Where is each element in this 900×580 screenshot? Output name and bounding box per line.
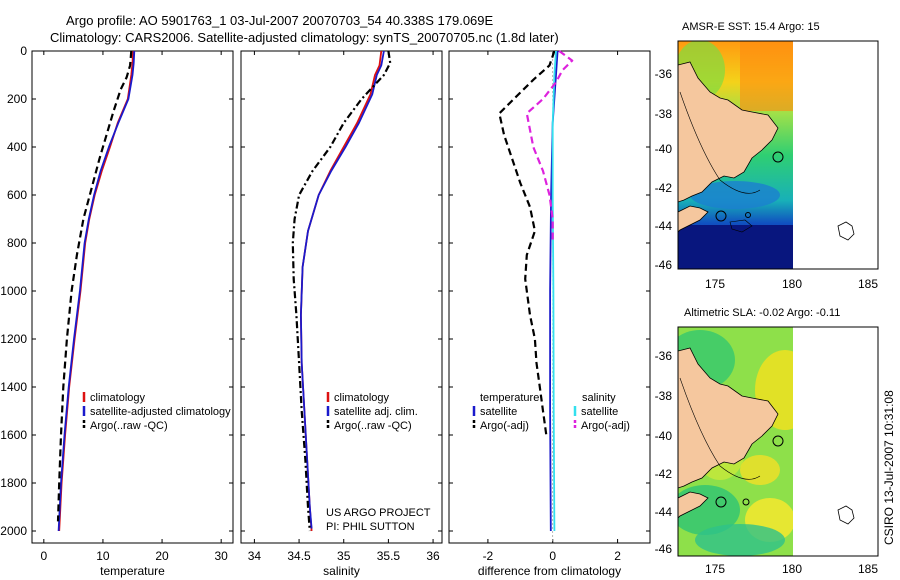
difference-series-line [525, 50, 574, 243]
sst-map-title: AMSR-E SST: 15.4 Argo: 15 [682, 21, 820, 33]
temperature-xtick-label: 10 [96, 549, 110, 563]
temperature-xtick-label: 0 [40, 549, 47, 563]
sst-lon-ticks: 175 180 185 [705, 277, 878, 291]
chatham-islands [837, 221, 855, 241]
temperature-legend-label: climatology [90, 392, 146, 404]
sst-lon-tick: 180 [782, 277, 802, 291]
temperature-legend-label: Argo(..raw -QC) [90, 420, 168, 432]
sla-map-title: Altimetric SLA: -0.02 Argo: -0.11 [684, 307, 840, 319]
sla-lon-ticks: 175 180 185 [705, 562, 878, 576]
sla-lat-tick: -40 [655, 429, 673, 443]
profile-charts: 0 10 20 30020040060080010001200140016001800… [0, 44, 651, 578]
difference-legend-label: satellite [480, 406, 517, 418]
sst-lon-tick: 185 [858, 277, 878, 291]
salinity-xtick-label: 36 [426, 549, 440, 563]
sla-lon-tick: 185 [858, 562, 878, 576]
sla-lat-ticks: -36 -38 -40 -42 -44 -46 [655, 349, 673, 556]
salinity-annotation: PI: PHIL SUTTON [326, 521, 415, 533]
north-island-land [678, 61, 779, 203]
sla-lat-tick: -42 [655, 467, 673, 481]
temperature-ytick-label: 400 [7, 140, 27, 154]
sst-lat-tick: -42 [655, 181, 673, 195]
difference-legend-label: Argo(-adj) [581, 420, 630, 432]
temperature-ytick-label: 0 [20, 44, 27, 58]
sst-lat-tick: -44 [655, 219, 673, 233]
temperature-ytick-label: 1600 [0, 428, 27, 442]
temperature-series-line [56, 50, 133, 522]
sst-lon-tick: 175 [705, 277, 725, 291]
salinity-legend-label: satellite adj. clim. [334, 406, 418, 418]
sst-lat-tick: -36 [655, 67, 673, 81]
sla-lon-tick: 180 [782, 562, 802, 576]
sla-lat-tick: -44 [655, 505, 673, 519]
salinity-series-line [299, 50, 383, 532]
temperature-legend-label: satellite-adjusted climatology [90, 406, 231, 418]
sst-map: AMSR-E SST: 15.4 Argo: 15 -36 -38 -40 -4… [655, 21, 879, 291]
sla-lat-tick: -46 [655, 542, 673, 556]
temperature-ytick-label: 1000 [0, 284, 27, 298]
sla-map-frame [677, 326, 879, 557]
temperature-ytick-label: 2000 [0, 524, 27, 538]
north-island-land-sla [678, 347, 779, 489]
figure-title-line2: Climatology: CARS2006. Satellite-adjuste… [50, 30, 559, 45]
sla-lon-tick: 175 [705, 562, 725, 576]
difference-axes-frame [448, 50, 651, 544]
south-island-land [678, 205, 709, 233]
temperature-ytick-label: 600 [7, 188, 27, 202]
salinity-xtick-label: 35.5 [377, 549, 401, 563]
salinity-xtick-label: 34.5 [287, 549, 311, 563]
temperature-series-line [58, 50, 134, 532]
temperature-ytick-label: 1200 [0, 332, 27, 346]
argo-position-marker [772, 435, 784, 447]
difference-xlabel: difference from climatology [478, 564, 621, 578]
difference-legend-label: Argo(-adj) [480, 420, 529, 432]
temperature-xtick-label: 20 [155, 549, 169, 563]
sla-lat-tick: -36 [655, 349, 673, 363]
sst-lat-tick: -46 [655, 258, 673, 272]
difference-xtick-label: -2 [483, 549, 494, 563]
temperature-series-line [57, 50, 136, 532]
salinity-xtick-label: 34 [248, 549, 262, 563]
salinity-panel: 34 34.5 35 35.5 36 salinity climatology satelli… [240, 50, 443, 578]
sst-map-frame [677, 40, 879, 270]
temperature-xtick-label: 30 [214, 549, 228, 563]
difference-legend-title: temperature [480, 392, 539, 404]
difference-xtick-label: 2 [614, 549, 621, 563]
timestamp-stamp: CSIRO 13-Jul-2007 10:31:08 [882, 390, 896, 545]
salinity-legend-label: Argo(..raw -QC) [334, 420, 412, 432]
temperature-xlabel: temperature [100, 564, 165, 578]
sst-lat-ticks: -36 -38 -40 -42 -44 -46 [655, 67, 673, 272]
difference-xtick-label: 0 [549, 549, 556, 563]
temperature-ytick-label: 800 [7, 236, 27, 250]
difference-series-line [498, 50, 556, 436]
salinity-xtick-label: 35 [337, 549, 351, 563]
temperature-ytick-label: 1400 [0, 380, 27, 394]
salinity-series-line [299, 50, 385, 529]
sla-lat-tick: -38 [655, 389, 673, 403]
difference-legend-label: satellite [581, 406, 618, 418]
salinity-xlabel: salinity [323, 564, 360, 578]
figure-title-line1: Argo profile: AO 5901763_1 03-Jul-2007 2… [66, 13, 494, 28]
salinity-legend-label: climatology [334, 392, 390, 404]
salinity-series-line [291, 50, 392, 532]
difference-series-line [551, 50, 557, 532]
argo-position-marker [772, 151, 784, 163]
sla-map: Altimetric SLA: -0.02 Argo: -0.11 -36 -3… [655, 307, 879, 576]
salinity-annotation: US ARGO PROJECT [326, 507, 431, 519]
difference-legend-title: salinity [582, 392, 616, 404]
temperature-panel: 0 10 20 30 0 200 400 600 800 1000 1200 1400 1600 1800… [0, 44, 234, 578]
sst-lat-tick: -40 [655, 142, 673, 156]
salinity-axes-frame [240, 50, 443, 544]
temperature-ytick-label: 1800 [0, 476, 27, 490]
difference-series-line [549, 50, 559, 532]
sst-lat-tick: -38 [655, 107, 673, 121]
temperature-ytick-label: 200 [7, 92, 27, 106]
